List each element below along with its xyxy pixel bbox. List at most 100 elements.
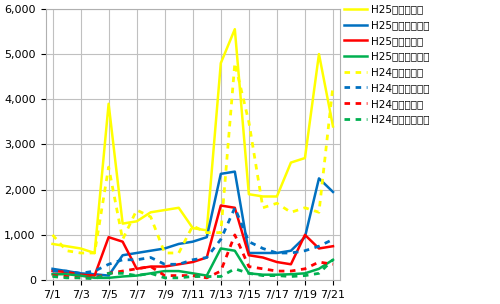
H25須走ルート xyxy=(64,270,70,274)
H24富士宮ルート xyxy=(134,258,140,261)
H25富士宮ルート xyxy=(218,172,224,176)
H25須走ルート xyxy=(120,240,126,244)
Line: H24吉田ルート: H24吉田ルート xyxy=(52,63,333,253)
H24御毫場ルート xyxy=(232,267,238,271)
H25御毫場ルート xyxy=(50,272,56,276)
H24吉田ルート xyxy=(64,249,70,253)
H24吉田ルート xyxy=(120,238,126,241)
H24吉田ルート xyxy=(78,251,84,255)
H25須走ルート xyxy=(78,273,84,277)
H25富士宮ルート xyxy=(148,249,154,253)
H25御毫場ルート xyxy=(204,274,210,278)
H25須走ルート xyxy=(162,265,168,268)
H25須走ルート xyxy=(218,204,224,207)
H25須走ルート xyxy=(288,262,294,266)
H24富士宮ルート xyxy=(260,247,266,250)
H25吉田ルート xyxy=(232,27,238,31)
Line: H25吉田ルート: H25吉田ルート xyxy=(52,29,333,253)
Line: H24富士宮ルート: H24富士宮ルート xyxy=(52,208,333,273)
H25須走ルート xyxy=(92,274,98,278)
H24吉田ルート xyxy=(260,206,266,209)
H24富士宮ルート xyxy=(50,269,56,273)
H25富士宮ルート xyxy=(330,190,336,194)
H25御毫場ルート xyxy=(78,274,84,278)
H25吉田ルート xyxy=(78,247,84,250)
H25須走ルート xyxy=(106,235,112,239)
H24富士宮ルート xyxy=(162,262,168,266)
H25富士宮ルート xyxy=(274,251,280,255)
H24富士宮ルート xyxy=(204,256,210,259)
H25富士宮ルート xyxy=(316,177,322,180)
Line: H25富士宮ルート: H25富士宮ルート xyxy=(52,171,333,276)
H24須走ルート xyxy=(134,267,140,271)
H25富士宮ルート xyxy=(260,251,266,255)
H24富士宮ルート xyxy=(218,238,224,241)
H24富士宮ルート xyxy=(92,269,98,273)
H24富士宮ルート xyxy=(330,238,336,241)
H25須走ルート xyxy=(50,269,56,273)
H24御毫場ルート xyxy=(190,275,196,278)
H24御毫場ルート xyxy=(92,277,98,281)
H24御毫場ルート xyxy=(148,271,154,275)
H24吉田ルート xyxy=(162,251,168,255)
H24富士宮ルート xyxy=(232,206,238,209)
H24富士宮ルート xyxy=(78,271,84,275)
H25御毫場ルート xyxy=(190,271,196,275)
H24富士宮ルート xyxy=(106,262,112,266)
H24御毫場ルート xyxy=(246,271,252,275)
H24富士宮ルート xyxy=(64,269,70,273)
H25富士宮ルート xyxy=(302,235,308,239)
H24御毫場ルート xyxy=(316,271,322,275)
H24須走ルート xyxy=(190,274,196,278)
H24須走ルート xyxy=(246,265,252,268)
H25御毫場ルート xyxy=(302,271,308,275)
Line: H24御毫場ルート: H24御毫場ルート xyxy=(52,260,333,279)
H25富士宮ルート xyxy=(176,242,182,246)
H24吉田ルート xyxy=(316,210,322,214)
H25吉田ルート xyxy=(288,161,294,164)
H25御毫場ルート xyxy=(92,276,98,280)
H24須走ルート xyxy=(148,265,154,268)
H24須走ルート xyxy=(64,275,70,278)
H24須走ルート xyxy=(162,274,168,278)
H25吉田ルート xyxy=(92,251,98,255)
H24吉田ルート xyxy=(50,233,56,237)
H25御毫場ルート xyxy=(106,276,112,280)
H25御毫場ルート xyxy=(218,247,224,250)
H25吉田ルート xyxy=(50,242,56,246)
H25吉田ルート xyxy=(134,219,140,223)
H24富士宮ルート xyxy=(316,244,322,248)
H24富士宮ルート xyxy=(246,240,252,244)
H24御毫場ルート xyxy=(218,275,224,278)
H24須走ルート xyxy=(176,274,182,278)
H25須走ルート xyxy=(204,256,210,259)
H24須走ルート xyxy=(50,274,56,278)
H24須走ルート xyxy=(78,276,84,280)
H24須走ルート xyxy=(274,269,280,273)
Line: H25御毫場ルート: H25御毫場ルート xyxy=(52,248,333,278)
H25吉田ルート xyxy=(218,61,224,65)
H24富士宮ルート xyxy=(148,256,154,259)
H24御毫場ルート xyxy=(50,275,56,278)
H24富士宮ルート xyxy=(190,258,196,261)
H24御毫場ルート xyxy=(176,276,182,280)
H24御毫場ルート xyxy=(64,276,70,280)
H25富士宮ルート xyxy=(232,170,238,173)
H25富士宮ルート xyxy=(246,251,252,255)
H24吉田ルート xyxy=(176,251,182,255)
H25富士宮ルート xyxy=(106,274,112,278)
H24御毫場ルート xyxy=(260,274,266,278)
H25御毫場ルート xyxy=(288,272,294,276)
H24御毫場ルート xyxy=(288,275,294,278)
H25吉田ルート xyxy=(246,192,252,196)
H25富士宮ルート xyxy=(190,240,196,244)
H24須走ルート xyxy=(302,267,308,271)
H25吉田ルート xyxy=(316,52,322,56)
H24吉田ルート xyxy=(204,231,210,234)
H24御毫場ルート xyxy=(78,276,84,280)
H24御毫場ルート xyxy=(330,258,336,261)
H24吉田ルート xyxy=(92,251,98,255)
H25吉田ルート xyxy=(204,229,210,232)
H24吉田ルート xyxy=(106,165,112,169)
H25富士宮ルート xyxy=(288,249,294,253)
